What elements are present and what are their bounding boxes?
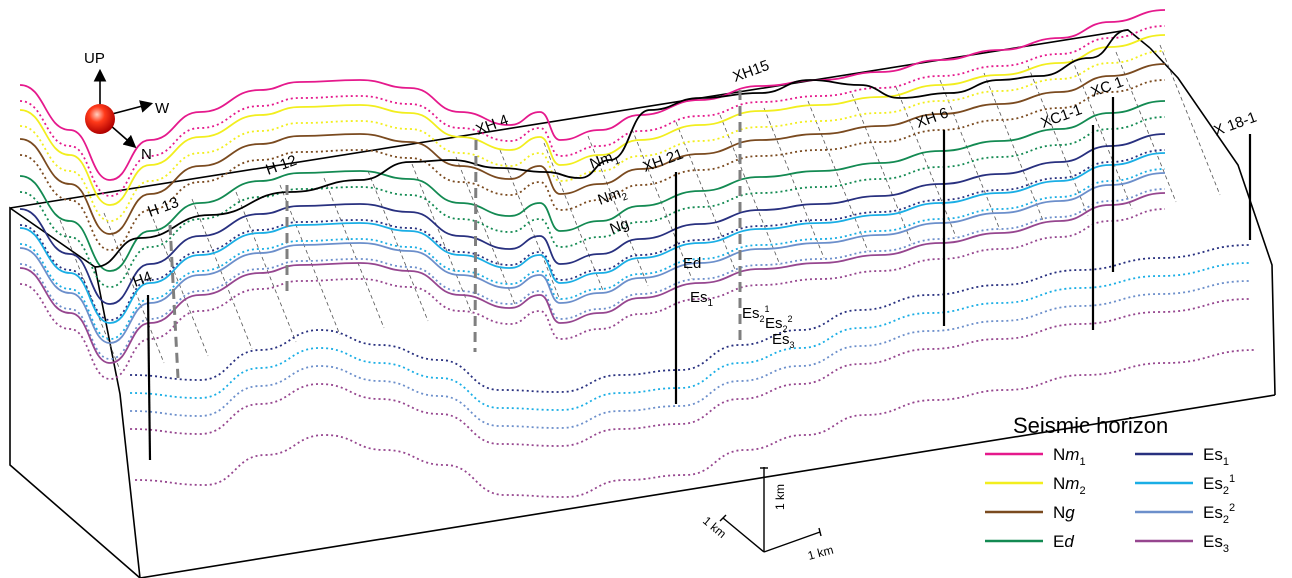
compass-west-label: W xyxy=(155,100,170,117)
well-h12-label: H 12 xyxy=(264,152,300,179)
horizon-deep-2 xyxy=(129,280,1251,429)
horizon-dotted-2 xyxy=(19,79,1166,251)
horizon-deep-3 xyxy=(129,298,1251,447)
scale-vertical-label: 1 km xyxy=(773,484,787,510)
legend: Seismic horizon Nm1 Nm2 Ng Ed Es1 Es21 Es22 Es3 xyxy=(985,413,1235,555)
well-h13-line xyxy=(168,224,180,379)
horizon-dotted-3 xyxy=(19,116,1166,288)
block-left-face xyxy=(9,206,141,578)
horizon-labels: Nm1 Nm2 Ng Ed Es1 Es21 Es22 Es3 xyxy=(588,147,795,350)
legend-label-4: Es1 xyxy=(1203,445,1229,468)
grid-line xyxy=(499,149,561,301)
grid-line xyxy=(895,86,957,238)
well-xh21-label: XH 21 xyxy=(641,146,686,176)
grid-line xyxy=(191,198,253,350)
label-es1: Es1 xyxy=(690,289,714,309)
grid-line xyxy=(147,205,209,357)
grid-line xyxy=(103,212,165,364)
label-ng: Ng xyxy=(608,215,632,238)
well-h4-line xyxy=(146,294,152,461)
legend-label-1: Nm2 xyxy=(1053,474,1086,497)
compass-west-arrow xyxy=(111,100,154,115)
grid-line xyxy=(235,191,297,343)
label-nm1: Nm1 xyxy=(588,147,622,176)
grid-line xyxy=(807,100,869,252)
compass-sphere-icon xyxy=(85,104,115,134)
grid-line xyxy=(631,128,693,280)
horizon-deepest xyxy=(134,349,1256,498)
scale-bar xyxy=(719,467,822,553)
horizon-solid-0 xyxy=(19,9,1166,181)
horizon-solid-4 xyxy=(19,133,1166,305)
horizon-dotted-4 xyxy=(19,149,1166,321)
grid-line xyxy=(455,156,517,308)
legend-label-7: Es3 xyxy=(1203,532,1229,555)
horizon-solid-5 xyxy=(19,152,1166,324)
legend-label-6: Es22 xyxy=(1203,502,1235,526)
compass: UP W N xyxy=(84,50,170,163)
legend-label-3: Ed xyxy=(1053,532,1074,551)
label-nm2: Nm2 xyxy=(596,183,630,212)
grid-line xyxy=(587,135,649,287)
horizon-solid-7 xyxy=(19,192,1166,364)
block-bottom-edge xyxy=(139,394,1276,578)
well-h4-label: H4 xyxy=(131,268,155,291)
well-xc1-label: XC 1 xyxy=(1089,73,1126,100)
grid-line xyxy=(279,184,341,336)
grid-line xyxy=(1027,65,1089,217)
well-xh15-label: XH15 xyxy=(731,57,772,86)
scale-depth-label: 1 km xyxy=(700,514,729,541)
legend-label-0: Nm1 xyxy=(1053,445,1086,468)
well-xh4-line xyxy=(473,139,478,353)
block-outline xyxy=(9,29,1276,578)
horizon-solid-6 xyxy=(19,172,1166,344)
well-xc11-label: XC1-1 xyxy=(1039,101,1085,132)
block-right-face xyxy=(1149,47,1276,396)
label-es21: Es21 xyxy=(742,304,770,324)
legend-items: Nm1 Nm2 Ng Ed Es1 Es21 Es22 Es3 xyxy=(985,445,1235,555)
grid-line xyxy=(323,177,385,329)
surface-top-line xyxy=(94,29,1129,268)
horizon-solid-2 xyxy=(19,63,1166,235)
horizon-dotted-0 xyxy=(19,25,1166,197)
grid-line xyxy=(411,163,473,315)
horizon-deep-0 xyxy=(129,244,1251,393)
horizons-group xyxy=(19,9,1256,498)
well-xh6-label: XH 6 xyxy=(914,104,951,131)
grid-line xyxy=(1115,51,1177,203)
grid-line xyxy=(367,170,429,322)
horizon-dotted-7 xyxy=(19,208,1166,380)
horizon-dotted-5 xyxy=(19,168,1166,340)
grid-line xyxy=(1159,44,1221,196)
surface-grid xyxy=(59,44,1221,371)
grid-line xyxy=(983,72,1045,224)
scale-horizontal-label: 1 km xyxy=(806,543,835,563)
grid-line xyxy=(543,142,605,294)
horizon-dotted-6 xyxy=(19,188,1166,360)
grid-line xyxy=(719,114,781,266)
grid-line xyxy=(675,121,737,273)
grid-line xyxy=(939,79,1001,231)
horizon-deep-1 xyxy=(129,262,1251,411)
label-es22: Es22 xyxy=(765,314,793,334)
compass-north-arrow xyxy=(109,124,137,149)
well-x181-label: X 18-1 xyxy=(1212,109,1259,140)
compass-north-label: N xyxy=(141,146,152,163)
label-ed: Ed xyxy=(683,255,701,272)
horizon-dotted-1 xyxy=(19,50,1166,222)
horizon-solid-1 xyxy=(19,34,1166,206)
grid-line xyxy=(59,219,121,371)
compass-up-label: UP xyxy=(84,50,105,67)
legend-label-2: Ng xyxy=(1053,503,1075,522)
legend-title: Seismic horizon xyxy=(1013,413,1168,438)
grid-line xyxy=(851,93,913,245)
label-es3: Es3 xyxy=(772,331,795,350)
grid-line xyxy=(763,107,825,259)
horizon-solid-3 xyxy=(19,100,1166,272)
legend-label-5: Es21 xyxy=(1203,473,1235,497)
